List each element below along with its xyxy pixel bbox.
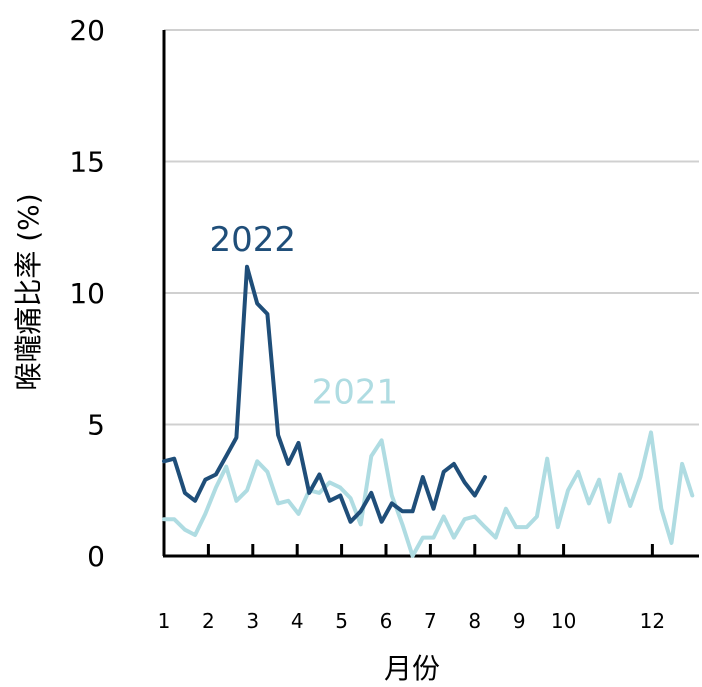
x-tick-label: 2: [202, 609, 215, 633]
x-axis-ticks: 1 2 3 4 5 6 7 8 9 10 12: [158, 544, 665, 633]
x-tick-label: 7: [424, 609, 437, 633]
x-tick-label: 5: [335, 609, 348, 633]
x-tick-label: 6: [380, 609, 393, 633]
y-tick-label: 15: [69, 146, 105, 179]
x-tick-label: 4: [291, 609, 304, 633]
x-tick-label: 10: [551, 609, 576, 633]
y-tick-label: 20: [69, 14, 105, 47]
x-axis-title: 月份: [384, 652, 440, 685]
x-tick-label: 12: [640, 609, 665, 633]
series-labels: 2021 2022: [210, 220, 399, 413]
y-axis-ticks: 0 5 10 15 20: [69, 14, 105, 573]
x-tick-label: 8: [468, 609, 481, 633]
x-tick-label: 3: [246, 609, 259, 633]
series-line-2022: [162, 264, 487, 524]
y-axis-title: 喉嚨痛比率 (%): [12, 193, 45, 390]
y-tick-label: 5: [87, 409, 105, 442]
series-line-2021: [162, 430, 695, 558]
y-tick-label: 0: [87, 540, 105, 573]
x-tick-label: 1: [158, 609, 171, 633]
series-label-2022: 2022: [210, 220, 297, 260]
x-tick-label: 9: [513, 609, 526, 633]
y-tick-label: 10: [69, 277, 105, 310]
series-lines: [162, 264, 695, 558]
series-label-2021: 2021: [312, 372, 399, 412]
